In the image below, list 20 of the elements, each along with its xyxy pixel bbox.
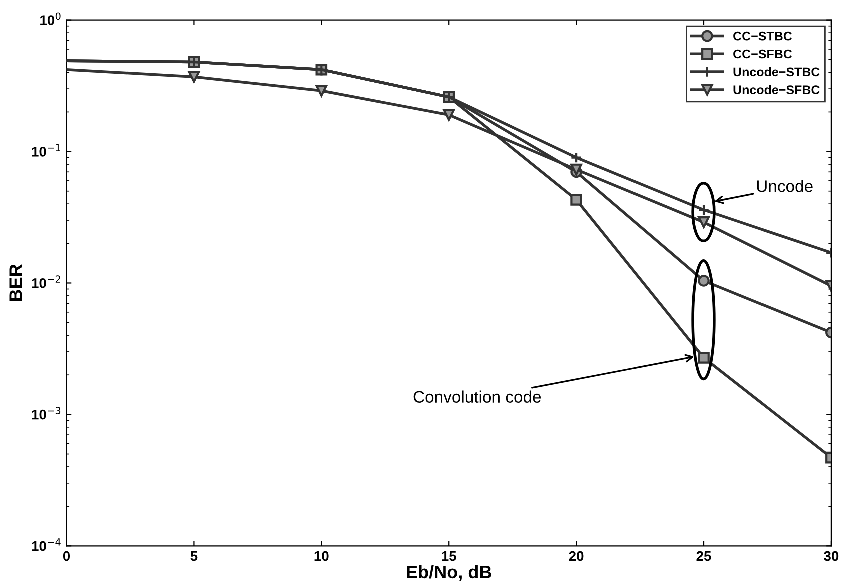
x-tick-label: 25	[696, 551, 712, 562]
x-tick-label: 0	[63, 551, 70, 562]
x-tick-label: 20	[569, 551, 584, 562]
annotation: Uncode	[757, 180, 813, 192]
legend-label: Uncode−STBC	[734, 67, 820, 77]
x-tick-label: 10	[314, 551, 329, 562]
annotation: Convolution code	[414, 390, 542, 403]
y-tick-label: 10$^{−3}$	[32, 407, 61, 420]
legend-label: Uncode−SFBC	[734, 85, 820, 94]
y-tick-label: 10$^{−2}$	[32, 276, 60, 288]
y-tick-label: 10$^{−4}$	[32, 538, 61, 552]
x-tick-label: 30	[824, 551, 839, 562]
x-axis-title: Eb/No, dB	[407, 565, 492, 581]
legend-label: CC−STBC	[734, 32, 792, 41]
x-tick-label: 15	[442, 552, 456, 562]
y-axis-title: BER	[10, 264, 22, 302]
legend-label: CC−SFBC	[734, 50, 792, 59]
x-tick-label: 5	[190, 552, 198, 562]
y-tick-label: 10$^{−1}$	[32, 144, 60, 157]
y-tick-label: 10$^{0}$	[40, 12, 61, 26]
